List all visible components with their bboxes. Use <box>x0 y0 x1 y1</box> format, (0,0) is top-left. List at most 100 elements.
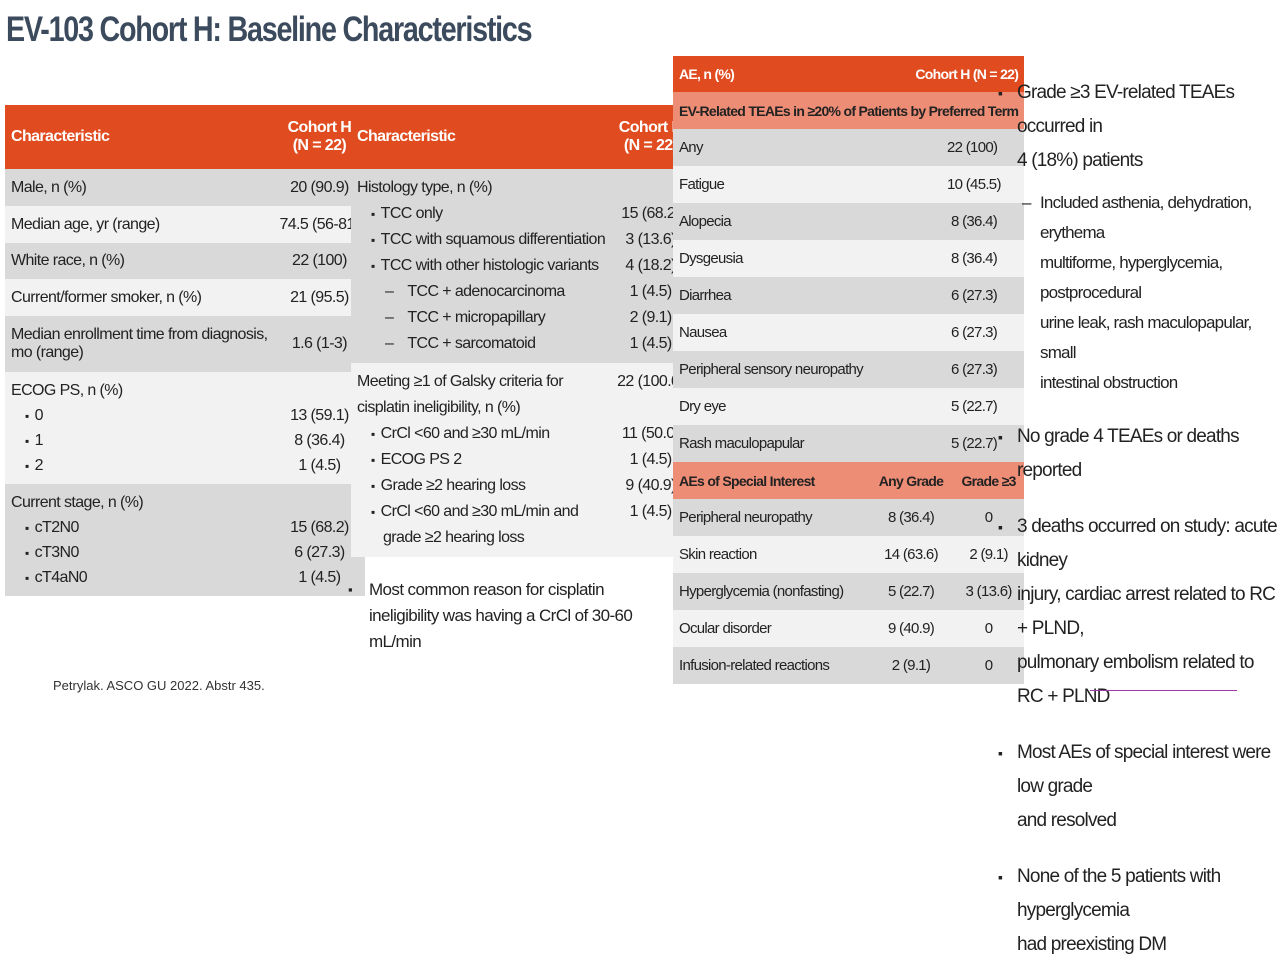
ecog-values: 13 (59.1) 8 (36.4) 1 (4.5) <box>273 372 366 484</box>
page-title: EV-103 Cohort H: Baseline Characteristic… <box>6 10 533 49</box>
galsky-item-label-cont: grade ≥2 hearing loss <box>383 529 525 546</box>
galsky-values: 22 (100.0) 11 (50.0) 1 (4.5) 9 (40.9) 1 … <box>611 363 691 557</box>
ecog-item-label: 2 <box>11 453 267 478</box>
bullet-grade3: ▪ Grade ≥3 EV-related TEAEs occurred in … <box>998 76 1280 178</box>
aesi-any: 8 (36.4) <box>869 499 953 536</box>
aesi-g3: 0 <box>953 647 1025 684</box>
table-row: Dysgeusia 8 (36.4) <box>673 240 1025 277</box>
aesi-label: Skin reaction <box>673 536 869 573</box>
teae-value: 5 (22.7) <box>869 388 1025 425</box>
ecog-item-label: 0 <box>11 403 267 428</box>
teae-label: Nausea <box>673 314 869 351</box>
table-row: Ocular disorder 9 (40.9) 0 <box>673 610 1025 647</box>
row-value: 74.5 (56-81) <box>273 206 366 243</box>
bullet-square-icon: ▪ <box>998 429 1003 445</box>
aesi-any: 14 (63.6) <box>869 536 953 573</box>
table-row: Peripheral sensory neuropathy 6 (27.3) <box>673 351 1025 388</box>
stage-item-value: 1 (4.5) <box>298 569 341 586</box>
ecog-label: ECOG PS, n (%) <box>11 382 123 399</box>
stage-item-label: cT4aN0 <box>11 565 267 590</box>
table-row: Alopecia 8 (36.4) <box>673 203 1025 240</box>
subbullet-text: multiforme, hyperglycemia, postprocedura… <box>1040 253 1223 302</box>
table1-header-cohort-b: (N = 22) <box>292 137 347 154</box>
table3-header-ae: AE, n (%) <box>673 56 869 92</box>
table2-header-row: Characteristic Cohort H (N = 22) <box>351 105 691 169</box>
bullet-text: had preexisting DM <box>1017 934 1167 955</box>
galsky-item-label: Grade ≥2 hearing loss <box>357 473 605 499</box>
teae-value: 8 (36.4) <box>869 240 1025 277</box>
histology-item-value: 3 (13.6) <box>625 231 676 248</box>
galsky-row: Meeting ≥1 of Galsky criteria for cispla… <box>351 363 691 557</box>
baseline-table-2: Characteristic Cohort H (N = 22) Histolo… <box>351 105 691 557</box>
table2-header-characteristic: Characteristic <box>351 105 612 169</box>
adverse-events-table: AE, n (%) Cohort H (N = 22) EV-Related T… <box>673 56 1025 684</box>
histology-item-value: 1 (4.5) <box>629 283 673 300</box>
aesi-label: Hyperglycemia (nonfasting) <box>673 573 869 610</box>
ecog-labels: ECOG PS, n (%) 0 1 2 <box>5 372 274 484</box>
aesi-label: Infusion-related reactions <box>673 647 869 684</box>
histology-item-label: TCC only <box>357 201 605 227</box>
aesi-any: 5 (22.7) <box>869 573 953 610</box>
teae-label: Any <box>673 129 869 166</box>
aesi-any: 2 (9.1) <box>869 647 953 684</box>
teae-label: Rash maculopapular <box>673 425 869 462</box>
subbullet-text: urine leak, rash maculopapular, small <box>1040 313 1252 362</box>
histology-subitem-label: TCC + adenocarcinoma <box>357 279 605 305</box>
histology-item-value: 4 (18.2) <box>625 257 676 274</box>
teae-subheader: EV-Related TEAEs in ≥20% of Patients by … <box>673 92 1025 129</box>
row-label: White race, n (%) <box>5 243 274 279</box>
histology-labels: Histology type, n (%) TCC only TCC with … <box>351 169 612 363</box>
stage-item-label: cT2N0 <box>11 515 267 540</box>
ecog-row: ECOG PS, n (%) 0 1 2 13 (59.1) 8 (36.4) … <box>5 372 366 484</box>
galsky-item-value: 1 (4.5) <box>629 451 673 468</box>
teae-value: 22 (100) <box>869 129 1025 166</box>
dash-icon: – <box>1022 193 1031 212</box>
ecog-item-value: 8 (36.4) <box>294 432 345 449</box>
row-label: Median enrollment time from diagnosis, m… <box>5 316 274 372</box>
stage-item-label: cT3N0 <box>11 540 267 565</box>
bullet-text: None of the 5 patients with hyperglycemi… <box>1017 866 1221 921</box>
table1-header-characteristic: Characteristic <box>5 105 274 169</box>
histology-item-value: 1 (4.5) <box>629 335 673 352</box>
row-label: Median age, yr (range) <box>5 206 274 243</box>
histology-item-value: 15 (68.2) <box>621 205 680 222</box>
row-value: 21 (95.5) <box>273 279 366 316</box>
table-row: Peripheral neuropathy 8 (36.4) 0 <box>673 499 1025 536</box>
aesi-label: Peripheral neuropathy <box>673 499 869 536</box>
stage-values: 15 (68.2) 6 (27.3) 1 (4.5) <box>273 484 366 596</box>
ecog-item-value: 13 (59.1) <box>290 407 349 424</box>
table-row: Rash maculopapular 5 (22.7) <box>673 425 1025 462</box>
table-row: Median enrollment time from diagnosis, m… <box>5 316 366 372</box>
table-row: Hyperglycemia (nonfasting) 5 (22.7) 3 (1… <box>673 573 1025 610</box>
bullet-text: pulmonary embolism related to RC + PLND <box>1017 652 1254 707</box>
aesi-header-any: Any Grade <box>869 462 953 499</box>
aesi-label: Ocular disorder <box>673 610 869 647</box>
histology-item-value: 2 (9.1) <box>629 309 673 326</box>
galsky-labels: Meeting ≥1 of Galsky criteria for cispla… <box>351 363 612 557</box>
galsky-label-b: cisplatin ineligibility, n (%) <box>357 399 521 416</box>
decorative-underline <box>1090 690 1237 691</box>
bullet-text: 3 deaths occurred on study: acute kidney <box>1017 516 1278 571</box>
ecog-item-label: 1 <box>11 428 267 453</box>
aesi-g3: 2 (9.1) <box>953 536 1025 573</box>
bullet-text: 4 (18%) patients <box>1017 150 1143 171</box>
table3-header-row: AE, n (%) Cohort H (N = 22) <box>673 56 1025 92</box>
stage-row: Current stage, n (%) cT2N0 cT3N0 cT4aN0 … <box>5 484 366 596</box>
row-value: 22 (100) <box>273 243 366 279</box>
table1-header-cohort: Cohort H (N = 22) <box>273 105 366 169</box>
galsky-item-value: 1 (4.5) <box>629 503 673 520</box>
galsky-item-label: CrCl <60 and ≥30 mL/min <box>357 421 605 447</box>
galsky-label-a: Meeting ≥1 of Galsky criteria for <box>357 373 564 390</box>
subbullet-text: Included asthenia, dehydration, erythema <box>1040 193 1252 242</box>
bullet-text: Most AEs of special interest were low gr… <box>1017 742 1271 797</box>
table-row: Skin reaction 14 (63.6) 2 (9.1) <box>673 536 1025 573</box>
stage-label: Current stage, n (%) <box>11 494 144 511</box>
galsky-item-value: 9 (40.9) <box>625 477 676 494</box>
ecog-item-value: 1 (4.5) <box>298 457 341 474</box>
bullet-square-icon: ▪ <box>998 869 1003 885</box>
table3-header-cohort: Cohort H (N = 22) <box>869 56 1025 92</box>
bullet-deaths: ▪ 3 deaths occurred on study: acute kidn… <box>998 510 1280 714</box>
table-row: Diarrhea 6 (27.3) <box>673 277 1025 314</box>
teae-label: Dry eye <box>673 388 869 425</box>
row-label: Current/former smoker, n (%) <box>5 279 274 316</box>
